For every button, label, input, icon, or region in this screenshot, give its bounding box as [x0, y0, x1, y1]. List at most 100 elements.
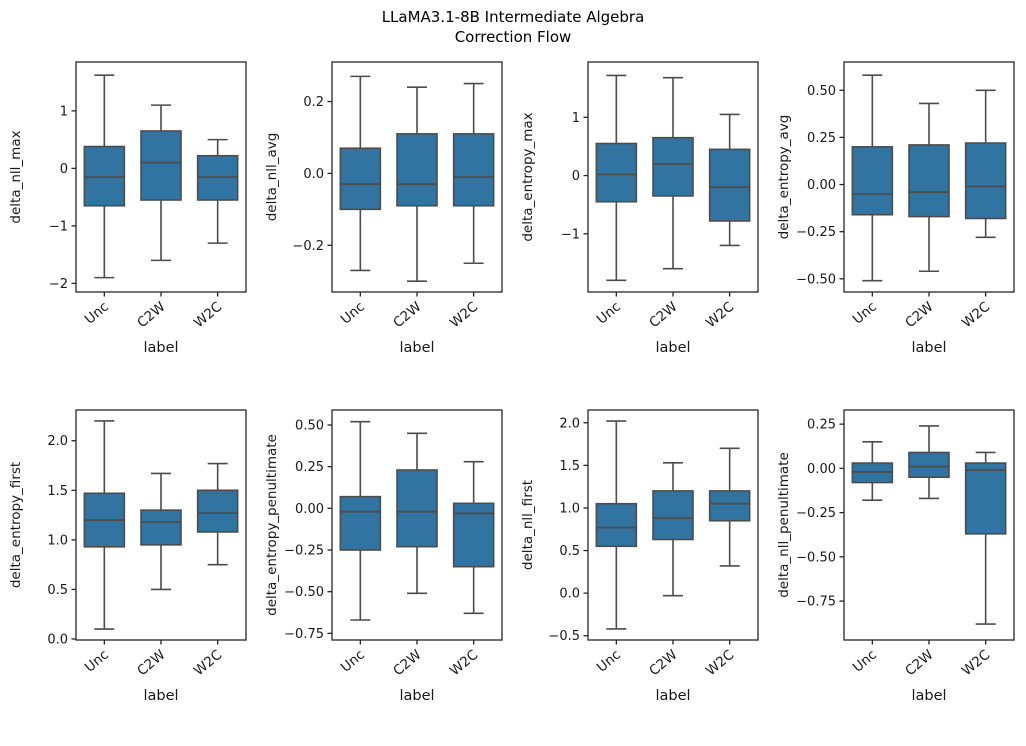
box-W2C	[708, 113, 751, 247]
y-tick-label: −0.2	[292, 239, 324, 254]
x-tick-label: Unc	[82, 647, 112, 676]
x-axis-label: label	[655, 688, 690, 704]
x-tick-label: C2W	[646, 647, 680, 679]
x-tick-label: W2C	[703, 647, 737, 679]
box-Unc	[83, 74, 126, 279]
y-axis-label: delta_entropy_avg	[776, 115, 792, 240]
x-tick-label: Unc	[338, 299, 368, 328]
x-axis-label: label	[911, 340, 946, 356]
y-tick-label: 0.0	[47, 633, 68, 648]
y-axis-label: delta_entropy_max	[520, 112, 536, 241]
x-tick-label: W2C	[191, 647, 225, 679]
y-axis-label: delta_nll_max	[8, 130, 24, 223]
y-tick-label: −0.75	[796, 595, 836, 610]
x-tick-label: Unc	[850, 299, 880, 328]
y-tick-label: 0.00	[807, 178, 836, 193]
box-C2W	[140, 104, 182, 262]
x-tick-label: C2W	[134, 647, 168, 679]
iqr-box	[140, 509, 182, 546]
y-tick-label: 1.5	[559, 459, 580, 474]
iqr-box	[708, 490, 751, 522]
box-W2C	[964, 89, 1007, 239]
x-tick-label: W2C	[959, 647, 993, 679]
y-tick-label: 1	[572, 111, 580, 126]
iqr-box	[964, 462, 1007, 535]
y-tick-label: −0.50	[284, 585, 324, 600]
x-tick-label: Unc	[850, 647, 880, 676]
y-tick-label: 0.25	[807, 131, 836, 146]
x-tick-label: W2C	[447, 299, 481, 331]
subplot-delta_nll_penultimate: 0.25 0.00 −0.25 −0.50 −0.75 delta_nll_penulti…	[776, 409, 1015, 704]
iqr-box	[396, 133, 438, 207]
iqr-box	[652, 490, 694, 541]
box-Unc	[595, 420, 638, 630]
y-tick-label: −1	[561, 227, 580, 242]
y-axis-label: delta_nll_first	[520, 480, 536, 570]
y-tick-label: −0.25	[284, 544, 324, 559]
iqr-box	[964, 142, 1007, 220]
y-tick-label: 0.0	[303, 167, 324, 182]
x-axis-label: label	[655, 340, 690, 356]
y-tick-label: 1.5	[47, 484, 68, 499]
iqr-box	[140, 130, 182, 201]
x-axis-label: label	[399, 688, 434, 704]
x-tick-label: W2C	[959, 299, 993, 331]
subplot-delta_entropy_avg: 0.50 0.25 0.00 −0.25 −0.50 delta_entropy_avg U…	[776, 61, 1015, 356]
y-tick-label: 1.0	[559, 501, 580, 516]
x-tick-label: C2W	[902, 647, 936, 679]
box-Unc	[339, 420, 382, 621]
x-tick-label: W2C	[447, 647, 481, 679]
subplot-delta_entropy_penultimate: 0.50 0.25 0.00 −0.25 −0.50 −0.75 delta_entropy…	[264, 409, 503, 704]
iqr-box	[652, 136, 694, 197]
box-Unc	[83, 420, 126, 630]
box-W2C	[452, 82, 495, 265]
x-tick-label: C2W	[134, 299, 168, 331]
y-tick-label: 0.50	[295, 419, 324, 434]
subplot-delta_nll_max: 1 0 −1 −2 delta_nll_max Unc C2W W2C label	[8, 61, 247, 356]
y-tick-label: 0.25	[295, 460, 324, 475]
box-C2W	[396, 86, 438, 283]
iqr-box	[339, 495, 382, 551]
subplot-delta_nll_first: 2.0 1.5 1.0 0.5 0.0 −0.5 delta_nll_first Unc C2W…	[520, 409, 759, 704]
x-axis-label: label	[143, 340, 178, 356]
x-tick-label: Unc	[594, 647, 624, 676]
x-axis-label: label	[911, 688, 946, 704]
box-Unc	[851, 74, 894, 282]
iqr-box	[708, 148, 751, 222]
y-tick-label: −0.50	[796, 272, 836, 287]
x-tick-label: C2W	[390, 647, 424, 679]
iqr-box	[339, 147, 382, 211]
iqr-box	[595, 502, 638, 548]
box-C2W	[396, 432, 438, 595]
subplot-delta_nll_avg: 0.2 0.0 −0.2 delta_nll_avg Unc C2W W2C label	[264, 61, 503, 356]
iqr-box	[452, 133, 495, 207]
x-tick-label: W2C	[191, 299, 225, 331]
x-tick-label: C2W	[390, 299, 424, 331]
x-tick-label: C2W	[646, 299, 680, 331]
subplot-grid: 1 0 −1 −2 delta_nll_max Unc C2W W2C label 0.2 0.0 −…	[2, 48, 1026, 744]
x-tick-label: Unc	[338, 647, 368, 676]
x-tick-label: Unc	[594, 299, 624, 328]
iqr-box	[851, 146, 894, 216]
y-tick-label: 1	[60, 104, 68, 119]
y-tick-label: −0.25	[796, 225, 836, 240]
box-W2C	[452, 460, 495, 615]
iqr-box	[908, 144, 950, 218]
box-Unc	[339, 75, 382, 272]
y-tick-label: −0.75	[284, 627, 324, 642]
y-tick-label: 1.0	[47, 533, 68, 548]
y-axis-label: delta_entropy_first	[8, 462, 24, 588]
box-W2C	[196, 138, 239, 244]
iqr-box	[908, 451, 950, 479]
box-W2C	[196, 462, 239, 566]
figure-title: LLaMA3.1-8B Intermediate Algebra Correct…	[0, 8, 1026, 47]
x-tick-label: C2W	[902, 299, 936, 331]
y-tick-label: 0.2	[303, 95, 324, 110]
y-axis-label: delta_nll_avg	[264, 133, 280, 222]
subplot-delta_entropy_max: 1 0 −1 delta_entropy_max Unc C2W W2C label	[520, 61, 759, 356]
box-C2W	[652, 462, 694, 597]
y-axis-label: delta_entropy_penultimate	[264, 434, 280, 616]
subplot-delta_entropy_first: 2.0 1.5 1.0 0.5 0.0 delta_entropy_first Unc C2W…	[8, 409, 247, 704]
y-tick-label: 0.50	[807, 84, 836, 99]
